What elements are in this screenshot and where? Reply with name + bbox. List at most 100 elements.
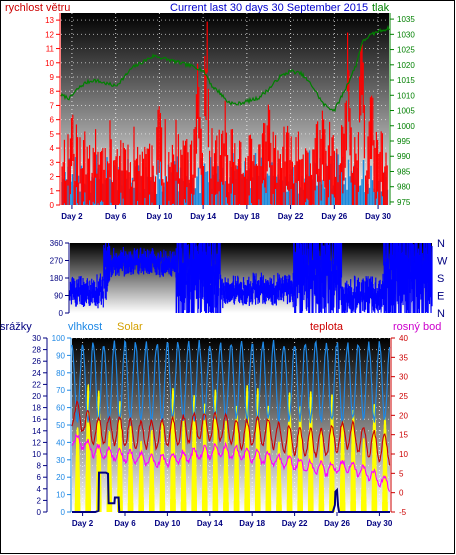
rain-tick-label: 14: [32, 427, 41, 436]
pressure-tick-label: 995: [397, 137, 411, 146]
direction-tick-label: 180: [50, 274, 64, 283]
wind-tick-label: 3: [50, 158, 55, 167]
pressure-tick-label: 1035: [397, 15, 415, 24]
pressure-tick-label: 1020: [397, 61, 415, 70]
rain-tick-label: 30: [32, 334, 41, 343]
direction-tick-label: 270: [50, 257, 64, 266]
compass-label: N: [437, 308, 445, 320]
rain-tick-label: 20: [32, 392, 41, 401]
humidity-tick-label: 10: [56, 491, 65, 500]
compass-label: S: [437, 273, 444, 285]
wind-tick-label: 5: [50, 130, 55, 139]
temperature-tick-label: 0: [399, 489, 404, 498]
temperature-tick-label: 15: [399, 431, 408, 440]
temperature-tick-label: 40: [399, 334, 408, 343]
temperature-tick-label: 25: [399, 392, 408, 401]
wind-speed-series: [61, 21, 388, 205]
pressure-tick-label: 980: [397, 183, 411, 192]
temperature-axis-label: teplota: [310, 321, 344, 333]
day-tick-label: Day 6: [105, 212, 127, 221]
wind-tick-label: 9: [50, 73, 55, 82]
direction-tick-label: 90: [54, 292, 63, 301]
rain-tick-label: 18: [32, 404, 41, 413]
right-axis-label: tlak: [372, 2, 390, 14]
humidity-tick-label: 60: [56, 404, 65, 413]
day-tick-label: Day 10: [147, 212, 173, 221]
pressure-series: [60, 24, 390, 113]
temperature-tick-label: 10: [399, 450, 408, 459]
pressure-tick-label: 1015: [397, 76, 415, 85]
wind-tick-label: 6: [50, 116, 55, 125]
temperature-series: [71, 400, 391, 466]
day-tick-label: Day 14: [197, 519, 223, 528]
dewpoint-series: [71, 433, 391, 492]
day-axis-bottom: Day 2 Day 6 Day 10 Day 14 Day 18 Day 22 Day 26…: [72, 512, 393, 528]
direction-series: [69, 243, 433, 313]
wind-tick-label: 0: [50, 201, 55, 210]
rain-tick-label: 0: [37, 508, 42, 517]
humidity-series: [71, 339, 391, 424]
day-tick-label: Day 22: [278, 212, 304, 221]
day-tick-label: Day 30: [367, 519, 393, 528]
solar-axis-label: Solar: [117, 321, 143, 333]
rain-tick-label: 4: [37, 485, 42, 494]
humidity-tick-label: 0: [61, 508, 66, 517]
temperature-tick-label: 5: [399, 469, 404, 478]
temperature-axis: -5 0 5 10 15 20 25 30 35 40: [390, 334, 408, 517]
day-tick-label: Day 26: [321, 212, 347, 221]
day-tick-label: Day 6: [114, 519, 136, 528]
humidity-tick-label: 30: [56, 456, 65, 465]
wind-tick-label: 10: [45, 59, 54, 68]
wind-tick-label: 8: [50, 87, 55, 96]
day-tick-label: Day 26: [324, 519, 350, 528]
day-tick-label: Day 18: [234, 212, 260, 221]
humidity-tick-label: 90: [56, 351, 65, 360]
pressure-tick-label: 990: [397, 152, 411, 161]
rain-tick-label: 10: [32, 450, 41, 459]
pressure-tick-label: 975: [397, 198, 411, 207]
temperature-tick-label: 30: [399, 373, 408, 382]
humidity-axis: 0 10 20 30 40 50 60 70 80 90 100: [52, 334, 72, 517]
day-tick-label: Day 30: [365, 212, 391, 221]
compass-label: N: [437, 238, 445, 250]
day-axis: Day 2 Day 6 Day 10 Day 14 Day 18 Day 22 Day 26…: [61, 205, 392, 221]
day-tick-label: Day 18: [239, 519, 265, 528]
wind-tick-label: 4: [50, 144, 55, 153]
day-tick-label: Day 2: [72, 519, 94, 528]
day-tick-label: Day 22: [282, 519, 308, 528]
temperature-tick-label: -5: [399, 508, 407, 517]
rain-tick-label: 26: [32, 357, 41, 366]
temperature-tick-label: 20: [399, 411, 408, 420]
rain-tick-label: 16: [32, 415, 41, 424]
day-tick-label: Day 2: [61, 212, 83, 221]
pressure-tick-label: 985: [397, 167, 411, 176]
rain-tick-label: 28: [32, 346, 41, 355]
direction-degree-axis: 0 90 180 270 360: [50, 239, 70, 318]
chart-title: Current last 30 days 30 September 2015: [170, 2, 368, 14]
rain-tick-label: 8: [37, 462, 42, 471]
wind-tick-label: 2: [50, 173, 55, 182]
wind-tick-label: 7: [50, 101, 55, 110]
humidity-tick-label: 80: [56, 369, 65, 378]
day-tick-label: Day 14: [190, 212, 216, 221]
humidity-tick-label: 100: [52, 334, 66, 343]
rain-tick-label: 6: [37, 473, 42, 482]
rain-series: [72, 471, 390, 513]
pressure-tick-label: 1025: [397, 46, 415, 55]
wind-tick-label: 11: [46, 45, 55, 54]
compass-label: W: [437, 256, 448, 268]
pressure-tick-label: 1010: [397, 91, 415, 100]
day-tick-label: Day 10: [155, 519, 181, 528]
temperature-tick-label: 35: [399, 353, 408, 362]
humidity-tick-label: 40: [56, 438, 65, 447]
humidity-tick-label: 70: [56, 386, 65, 395]
rain-tick-label: 22: [32, 380, 41, 389]
direction-tick-label: 0: [59, 309, 64, 318]
